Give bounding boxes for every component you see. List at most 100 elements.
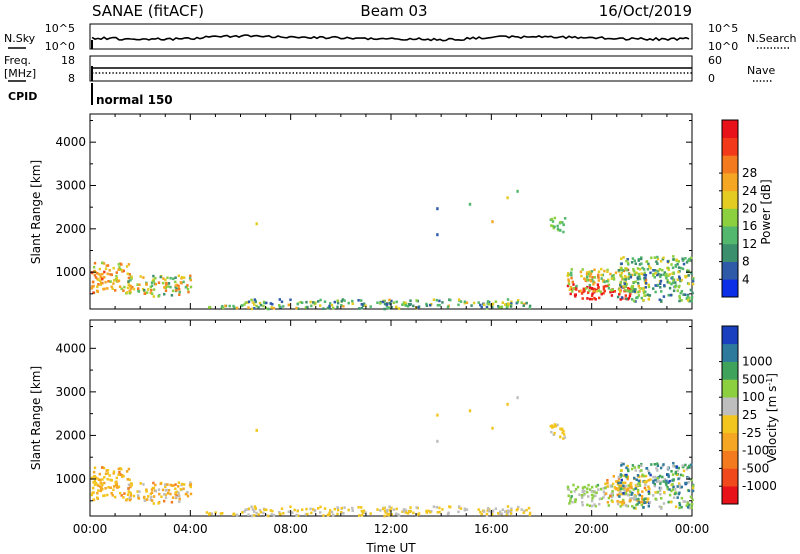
power-cell-r6	[603, 280, 606, 284]
velocity-cell-r7	[626, 464, 629, 468]
velocity-cell-r1	[128, 496, 131, 499]
velocity-cell-r6	[616, 500, 619, 503]
velocity-cell-r1	[189, 485, 192, 489]
velocity-cell-r0	[112, 488, 115, 492]
velocity-cell-r3	[504, 510, 507, 513]
velocity-cell-r7	[657, 479, 660, 483]
power-cell-r3	[332, 306, 335, 310]
velocity-cell-r1	[169, 483, 172, 487]
velocity-cell-r5	[569, 499, 572, 503]
velocity-cell-r2	[232, 512, 236, 516]
velocity-cell-r6	[625, 489, 628, 493]
power-cell-r0	[104, 267, 108, 271]
power-cell-r7	[668, 286, 672, 290]
velocity-cell-r7	[624, 485, 627, 488]
power-cell-r0	[92, 284, 95, 288]
power-cell-r6	[590, 270, 594, 273]
power-cell-r0	[115, 271, 118, 274]
velocity-cell-r1	[159, 482, 162, 486]
power-cell-r3	[425, 302, 428, 306]
power-cell-r1	[165, 282, 168, 285]
velocity-cell-r1	[169, 492, 172, 496]
power-cell-r7	[627, 277, 630, 280]
velocity-cell-r3	[343, 506, 346, 509]
power-cell-r1	[157, 295, 160, 298]
power-cell-r7	[690, 296, 694, 299]
power-colorbar-swatch-1	[722, 261, 738, 280]
power-cell-r0	[97, 283, 100, 286]
velocity-cell-r0	[112, 485, 116, 488]
velocity-cell-r4	[562, 437, 565, 440]
power-cell-r1	[128, 289, 131, 293]
power-cell-r3	[522, 304, 525, 307]
velocity-cell-r7	[654, 491, 657, 494]
velocity-cell-r1	[186, 491, 189, 494]
velocity-cell-r0	[97, 478, 101, 481]
velocity-cell-r7	[665, 479, 668, 483]
power-cell-r7	[674, 285, 677, 289]
velocity-cell-r1	[136, 490, 139, 493]
power-cell-r7	[630, 286, 633, 289]
power-cell-r3	[262, 304, 265, 308]
power-cell-r6	[619, 282, 622, 285]
velocity-cell-r3	[510, 509, 513, 512]
velocity-cell-r3	[301, 508, 304, 511]
velocity-cell-r7	[685, 467, 689, 471]
power-cell-r7	[672, 271, 675, 274]
power-cell-r7	[650, 256, 653, 260]
power-cell-r7	[654, 269, 657, 272]
power-cell-r1	[177, 274, 181, 278]
velocity-cell-r6	[621, 481, 624, 485]
power-cell-r4	[553, 216, 557, 220]
velocity-cell-r0	[108, 474, 111, 477]
power-cell-r1	[143, 292, 146, 295]
velocity-cell-r7	[620, 503, 624, 506]
power-cell-r7	[660, 290, 663, 293]
velocity-cell-r6	[606, 501, 610, 504]
power-cell-r3	[523, 302, 526, 306]
velocity-cell-r3	[383, 506, 386, 510]
power-colorbar-swatch-9	[722, 120, 738, 138]
power-cell-r1	[164, 289, 168, 292]
power-cell-r7	[672, 255, 675, 258]
power-cell-r3	[336, 301, 340, 305]
power-panel: 1000 2000 3000 4000 Slant Range [km] 4 8 12 16…	[29, 113, 773, 311]
velocity-cell-r0	[92, 498, 95, 501]
velocity-cell-r3	[383, 514, 386, 518]
nave-right-tick-bottom: 0	[708, 72, 715, 85]
velocity-cell-r7	[672, 496, 676, 499]
power-cell-r0	[100, 281, 103, 285]
velocity-cell-r5	[619, 505, 622, 508]
velocity-cell-r3	[404, 511, 407, 514]
power-cell-r7	[635, 296, 638, 300]
velocity-cell-r7	[616, 502, 620, 506]
velocity-cell-r1	[127, 487, 130, 490]
power-cell-r3	[330, 303, 334, 307]
power-cell-r0	[111, 287, 114, 290]
velocity-cell-r3	[477, 508, 480, 511]
power-cell-r3	[360, 299, 363, 302]
velocity-cell-r1	[150, 495, 153, 499]
power-cell-r1	[189, 285, 193, 289]
power-cell-r0	[93, 274, 97, 277]
power-cell-r5	[603, 289, 606, 293]
velocity-cell-r0	[110, 492, 113, 495]
power-cell-r1	[175, 289, 178, 292]
power-cell-r0	[101, 277, 104, 281]
power-cell-r5	[613, 290, 616, 293]
velocity-cell-r3	[255, 511, 258, 515]
velocity-cell-r1	[163, 493, 166, 496]
velocity-cell-r1	[166, 492, 170, 495]
power-cell-r7	[686, 259, 690, 263]
velocity-cell-r3	[333, 507, 336, 511]
velocity-cell-r4	[560, 428, 563, 431]
power-cell-r7	[671, 276, 674, 279]
power-cell-r6	[592, 289, 595, 293]
velocity-cell-r3	[269, 509, 272, 512]
power-cell-r6	[595, 289, 599, 293]
power-cell-r6	[609, 272, 612, 276]
power-cell-r1	[164, 278, 167, 282]
velocity-cell-r6	[647, 485, 650, 489]
velocity-cell-r0	[96, 496, 99, 499]
power-cell-r7	[638, 263, 642, 266]
